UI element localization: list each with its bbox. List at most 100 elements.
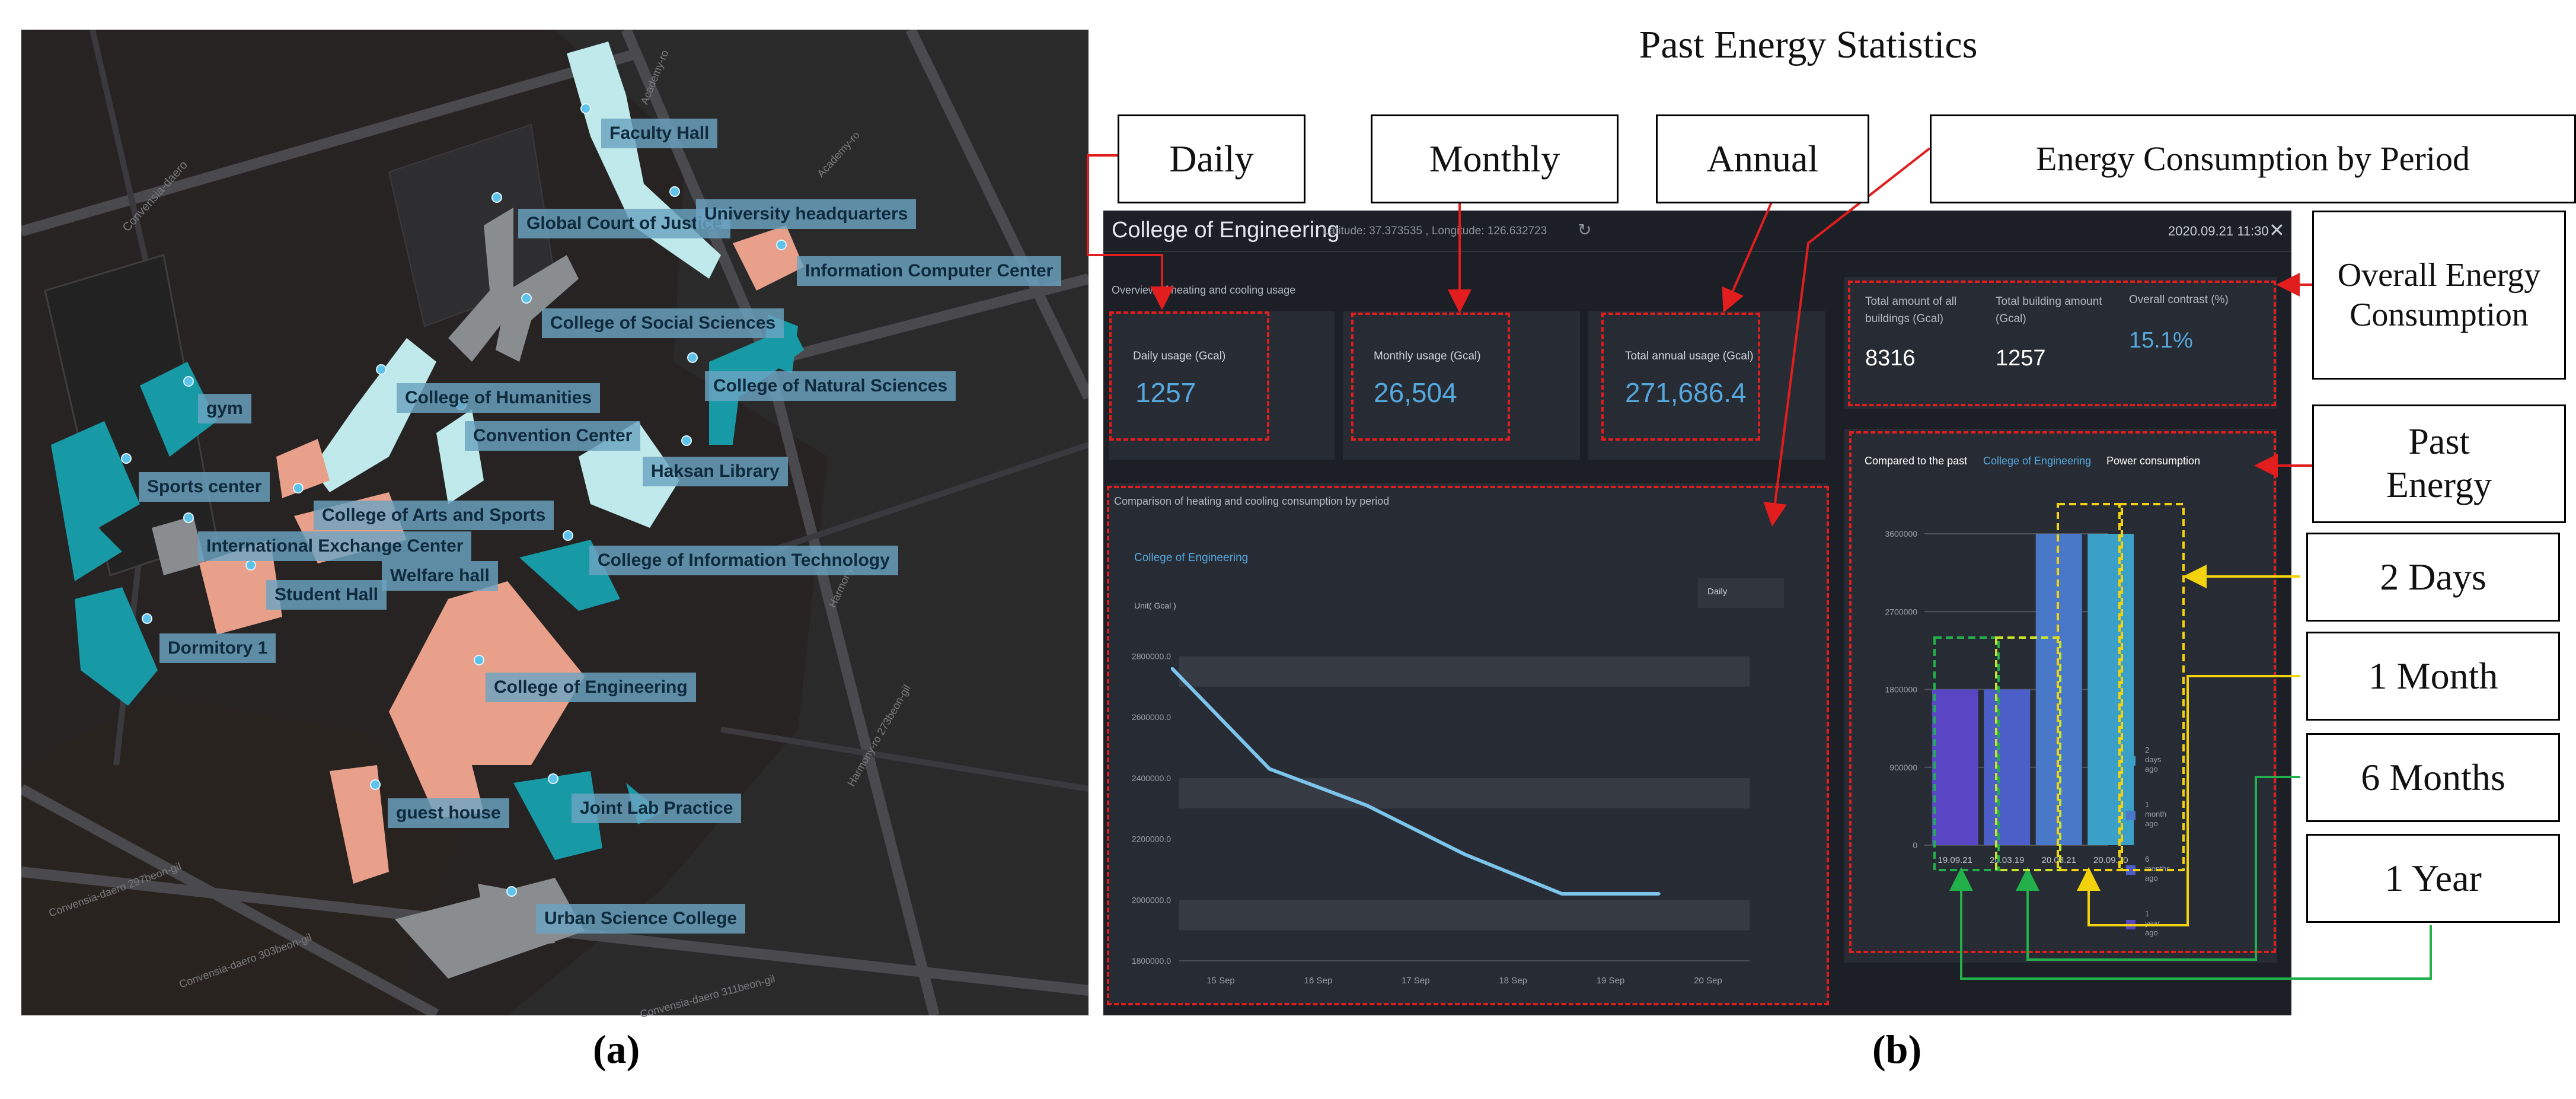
- building-label-faculty-hall[interactable]: Faculty Hall: [601, 119, 718, 148]
- annual-value: 271,686.4: [1625, 377, 1747, 408]
- map-pin-icon[interactable]: [245, 560, 256, 571]
- close-icon[interactable]: ✕: [2269, 219, 2285, 241]
- building-label-humanities[interactable]: College of Humanities: [397, 383, 601, 413]
- panel-label-a: (a): [593, 1027, 640, 1072]
- y-tick-label: 900000: [1889, 763, 1917, 772]
- x-tick-label: 17 Sep: [1402, 976, 1430, 986]
- building-label-engineering[interactable]: College of Engineering: [486, 673, 696, 702]
- map-pin-icon[interactable]: [580, 103, 591, 114]
- period-section-label: Comparison of heating and cooling consum…: [1114, 495, 1390, 507]
- unit-label: Unit( Gcal ): [1134, 601, 1176, 610]
- map-pin-icon[interactable]: [474, 655, 484, 665]
- series-point: [1365, 804, 1368, 807]
- callout-past-energy: Past Energy: [2312, 404, 2566, 523]
- grid-band: [1179, 656, 1750, 687]
- building-label-dormitory-1[interactable]: Dormitory 1: [159, 633, 276, 663]
- map-pin-icon[interactable]: [491, 192, 502, 203]
- map-pin-icon[interactable]: [183, 376, 194, 387]
- callout-6-months: 6 Months: [2306, 733, 2560, 822]
- map-pin-icon[interactable]: [687, 352, 698, 363]
- y-tick-label: 2000000.0: [1132, 895, 1171, 904]
- map-pin-icon[interactable]: [548, 773, 558, 784]
- map-pin-icon[interactable]: [681, 435, 692, 446]
- map-pin-icon[interactable]: [506, 886, 517, 897]
- map-pin-icon[interactable]: [142, 613, 152, 624]
- daily-dropdown[interactable]: Daily: [1698, 578, 1784, 608]
- campus-map[interactable]: Academy-ro Academy-ro Convensia-daero Ha…: [21, 30, 1089, 1020]
- building-label-joint-lab-practice[interactable]: Joint Lab Practice: [572, 794, 742, 823]
- monthly-highlight-box: [1351, 313, 1510, 441]
- callout-annual: Annual: [1656, 114, 1869, 203]
- refresh-icon[interactable]: ↻: [1578, 221, 1592, 239]
- building-label-welfare-hall[interactable]: Welfare hall: [382, 561, 498, 591]
- dashboard-title: College of Engineering: [1112, 218, 1340, 243]
- monthly-card: [1343, 311, 1580, 460]
- energy-dashboard: College of Engineering Latitude: 37.3735…: [1103, 211, 2291, 1015]
- x-tick-label: 20 Sep: [1694, 976, 1722, 986]
- map-pin-icon[interactable]: [563, 530, 573, 541]
- dashboard-timestamp: 2020.09.21 11:30: [2168, 224, 2269, 238]
- building-label-gym[interactable]: gym: [198, 394, 251, 423]
- building-label-university-hq[interactable]: University headquarters: [696, 199, 917, 229]
- callout-overall: Overall Energy Consumption: [2312, 211, 2566, 380]
- x-tick-label: 18 Sep: [1499, 976, 1527, 986]
- daily-highlight-box: [1109, 311, 1269, 441]
- daily-label: Daily usage (Gcal): [1133, 350, 1226, 362]
- series-point: [1170, 667, 1173, 670]
- callout-1-month: 1 Month: [2306, 632, 2560, 721]
- overall-col3-label: Overall contrast (%): [2129, 294, 2229, 306]
- overall-col3-value: 15.1%: [2129, 328, 2193, 353]
- x-tick-label: 16 Sep: [1304, 976, 1333, 986]
- map-pin-icon[interactable]: [293, 483, 304, 493]
- daily-value: 1257: [1135, 377, 1196, 408]
- building-label-information-computer-center[interactable]: Information Computer Center: [797, 256, 1062, 286]
- building-label-urban-science[interactable]: Urban Science College: [536, 904, 746, 934]
- past-label-post: Power consumption: [2106, 455, 2201, 467]
- map-pin-icon[interactable]: [121, 453, 132, 464]
- panel-label-b: (b): [1872, 1027, 1922, 1072]
- y-tick-label: 1800000: [1885, 685, 1917, 695]
- y-tick-label: 2200000.0: [1132, 834, 1171, 844]
- overall-col2-value: 1257: [1996, 346, 2046, 371]
- building-label-haksan-library[interactable]: Haksan Library: [643, 457, 788, 486]
- building-label-student-hall[interactable]: Student Hall: [266, 580, 387, 610]
- map-pin-icon[interactable]: [669, 186, 680, 197]
- building-label-convention-center[interactable]: Convention Center: [465, 421, 641, 451]
- map-pin-icon[interactable]: [776, 240, 787, 250]
- overall-highlight-box: [1848, 281, 2276, 406]
- map-pin-icon[interactable]: [370, 779, 381, 790]
- past-energy-highlight-box: [1849, 431, 2276, 953]
- grid-band: [1179, 900, 1750, 931]
- x-tick-label: 19 Sep: [1597, 976, 1625, 986]
- y-tick-label: 2800000.0: [1132, 651, 1171, 661]
- figure-title: Past Energy Statistics: [1639, 23, 1978, 66]
- y-tick-label: 2700000: [1885, 607, 1917, 616]
- map-pin-icon[interactable]: [183, 512, 194, 523]
- callout-2-days: 2 Days: [2306, 533, 2560, 622]
- callout-1-year: 1 Year: [2306, 834, 2560, 923]
- annual-highlight-box: [1601, 313, 1760, 441]
- line-chart-title: College of Engineering: [1134, 552, 1249, 564]
- series-point: [1463, 853, 1466, 856]
- building-label-arts-and-sports[interactable]: College of Arts and Sports: [314, 501, 554, 530]
- callout-daily: Daily: [1118, 114, 1305, 203]
- building-label-sports-center[interactable]: Sports center: [139, 472, 270, 502]
- y-tick-label: 3600000: [1885, 529, 1917, 539]
- daily-card: [1109, 311, 1335, 460]
- y-tick-label: 1800000.0: [1132, 956, 1171, 966]
- y-tick-label: 0: [1913, 840, 1917, 850]
- series-line: [1170, 667, 1659, 896]
- building-label-information-technology[interactable]: College of Information Technology: [589, 546, 898, 575]
- building-label-guest-house[interactable]: guest house: [388, 798, 509, 828]
- series-point: [1560, 893, 1563, 895]
- overview-label: Overview of heating and cooling usage: [1112, 284, 1296, 296]
- map-pin-icon[interactable]: [376, 364, 387, 375]
- building-label-natural-sciences[interactable]: College of Natural Sciences: [705, 371, 956, 401]
- building-label-global-court[interactable]: Global Court of Justice: [518, 209, 731, 238]
- overall-col2-label: Total building amount (Gcal): [1996, 295, 2102, 325]
- building-label-international-exchange[interactable]: International Exchange Center: [198, 531, 472, 561]
- building-label-social-sciences[interactable]: College of Social Sciences: [542, 308, 784, 338]
- monthly-value: 26,504: [1374, 377, 1457, 408]
- past-label-building: College of Engineering: [1983, 455, 2092, 467]
- map-pin-icon[interactable]: [521, 293, 532, 304]
